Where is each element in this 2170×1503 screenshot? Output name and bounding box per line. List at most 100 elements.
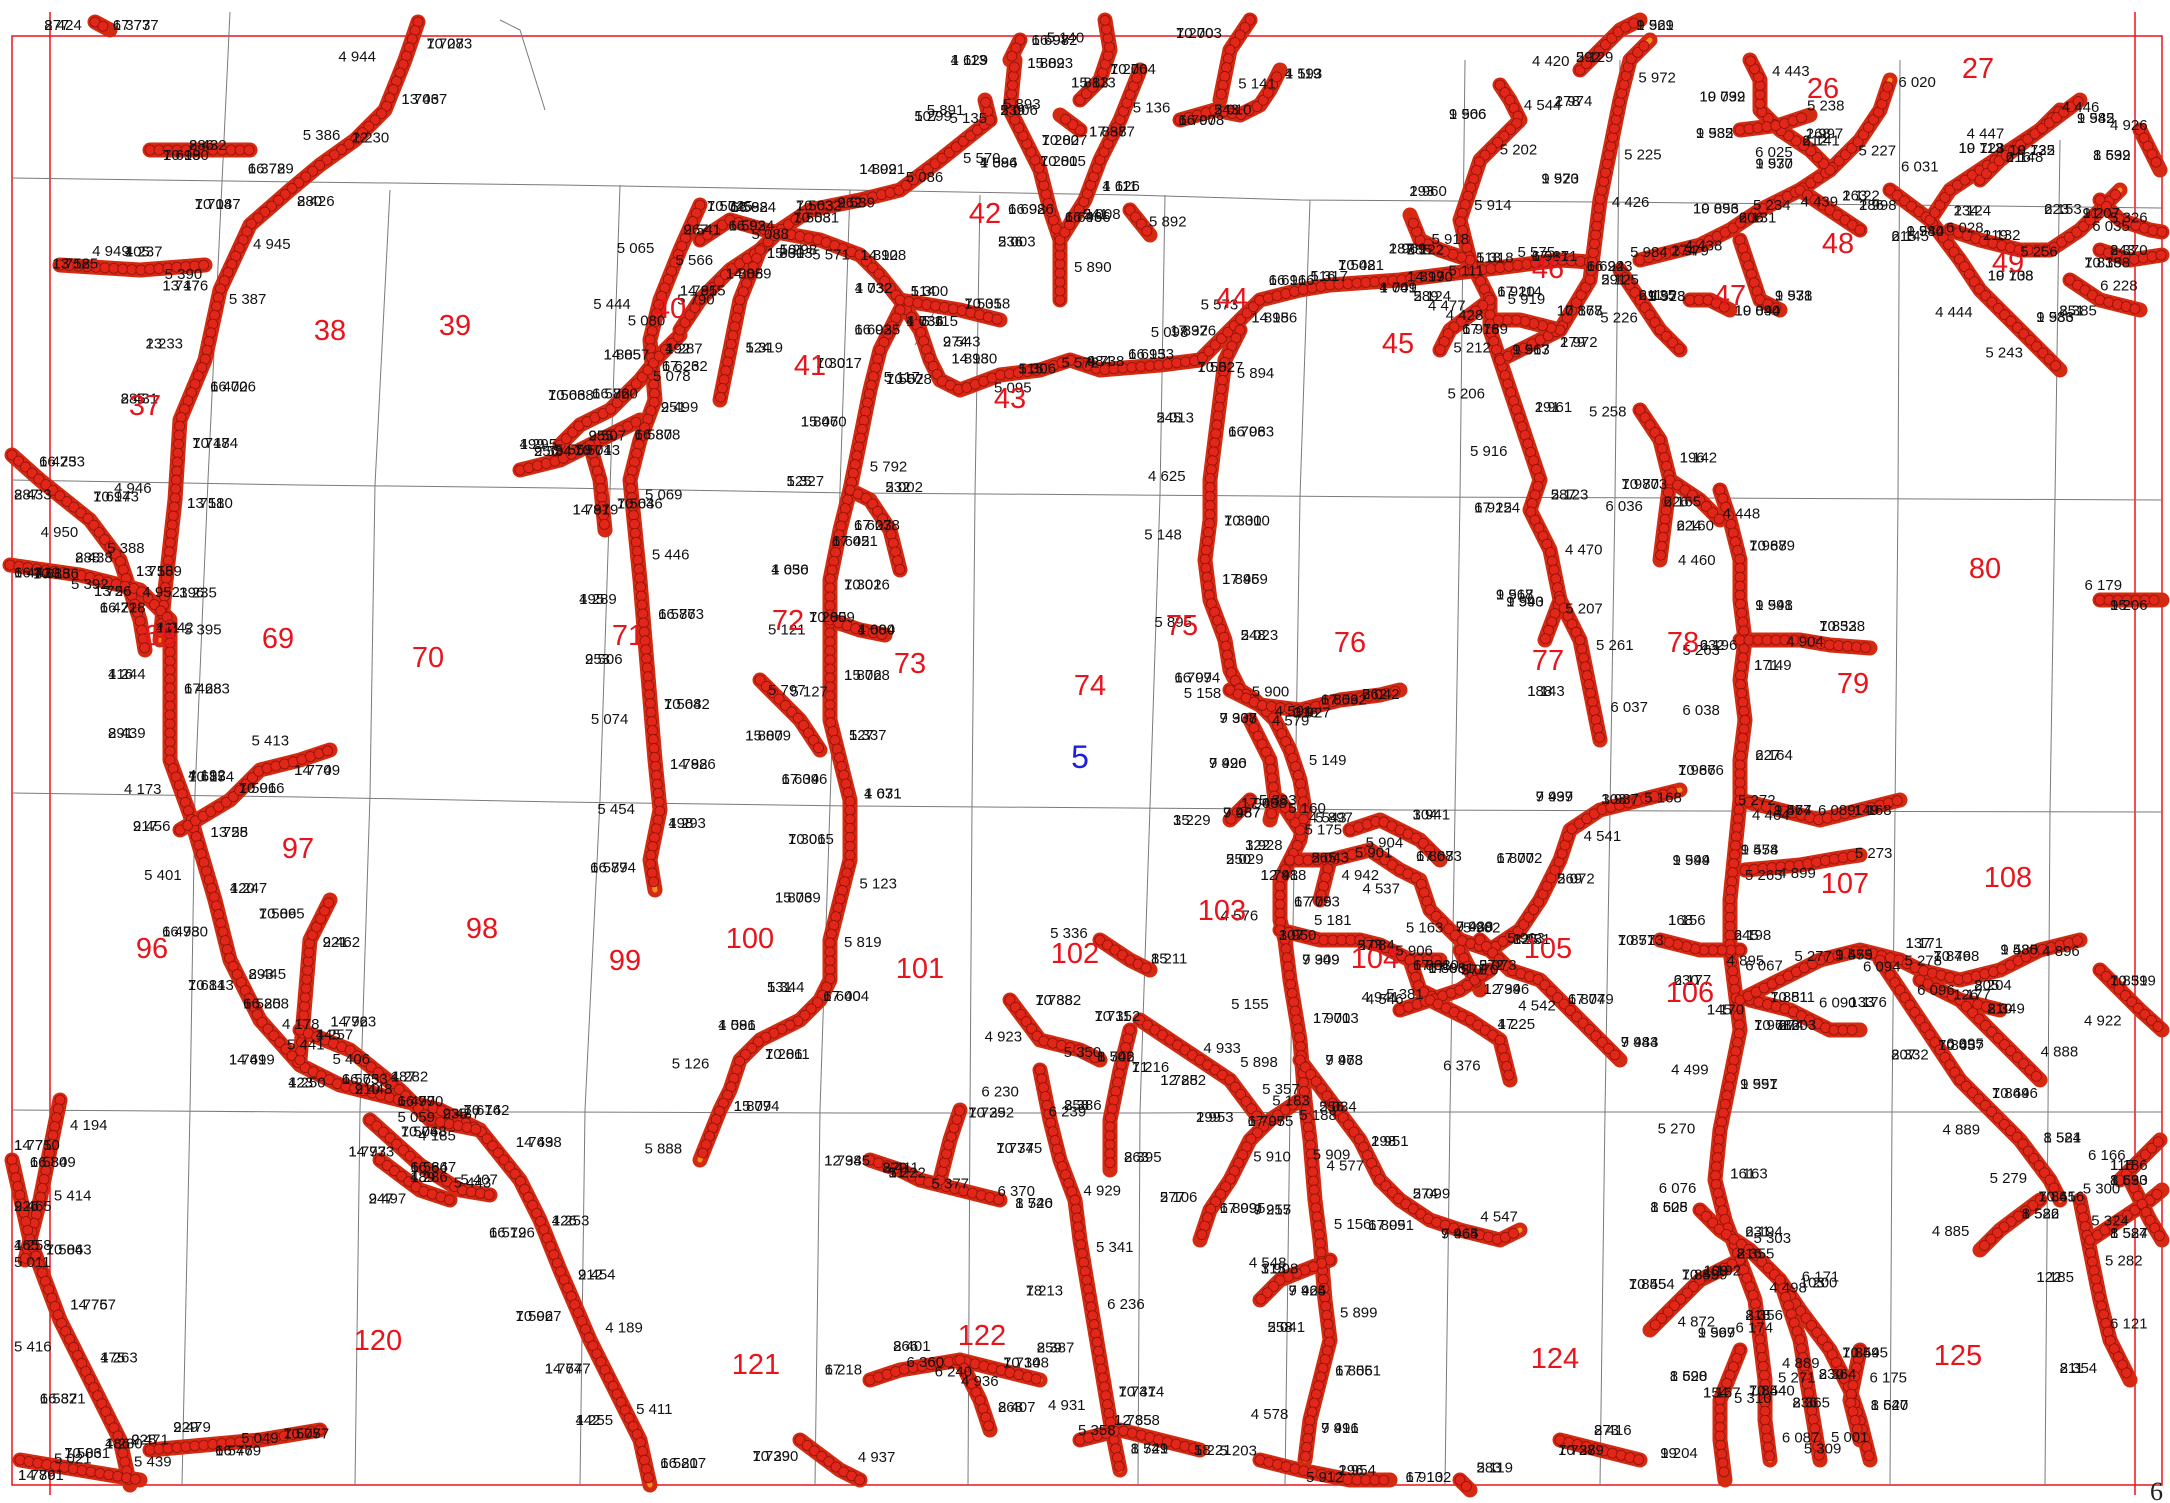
- survey-point: [23, 1456, 35, 1467]
- survey-point-label: 5 414: [54, 1187, 92, 1204]
- survey-point: [1348, 1126, 1360, 1138]
- survey-point: [1251, 1127, 1263, 1139]
- survey-point-label: 947: [369, 1191, 394, 1208]
- survey-point: [1218, 631, 1230, 643]
- survey-point: [1400, 1198, 1412, 1210]
- survey-point: [1070, 1203, 1082, 1215]
- survey-point: [1614, 96, 1626, 108]
- survey-point: [1736, 688, 1748, 699]
- survey-point: [1298, 1077, 1309, 1088]
- survey-point: [205, 327, 217, 339]
- survey-point-label: 10 173: [93, 488, 139, 505]
- parcel-number: 98: [466, 913, 498, 945]
- survey-point: [1105, 1112, 1116, 1124]
- survey-point: [798, 719, 809, 731]
- survey-point: [1210, 428, 1222, 440]
- survey-point: [1596, 1036, 1608, 1048]
- survey-point-label: 4 499: [1671, 1062, 1709, 1079]
- survey-point: [1593, 202, 1605, 214]
- survey-point-label: 811: [2060, 1360, 2084, 1377]
- survey-point: [393, 1084, 405, 1095]
- survey-point: [1417, 837, 1429, 849]
- survey-point: [1271, 71, 1282, 83]
- survey-point: [1303, 1424, 1315, 1435]
- survey-point-label: 631: [1745, 1224, 1770, 1241]
- survey-point-label: 22: [352, 129, 369, 146]
- survey-point: [1487, 947, 1499, 959]
- survey-point: [824, 672, 836, 684]
- survey-point: [1512, 259, 1524, 271]
- survey-point: [6, 449, 18, 461]
- survey-point: [1215, 383, 1227, 395]
- survey-point: [906, 311, 917, 323]
- survey-point: [1734, 768, 1746, 780]
- survey-point: [54, 490, 66, 502]
- survey-point-label: 9 943: [1621, 1034, 1659, 1051]
- survey-point: [2152, 1136, 2164, 1148]
- survey-point: [1443, 923, 1455, 935]
- survey-point-label: 5 910: [1253, 1148, 1291, 1165]
- survey-point-label: 6 692: [1008, 201, 1046, 218]
- survey-point-label: 6 376: [1443, 1057, 1481, 1074]
- survey-point-label: 10 065: [259, 905, 305, 922]
- survey-point: [812, 997, 823, 1008]
- survey-point: [790, 213, 802, 225]
- survey-point: [1272, 1109, 1283, 1121]
- survey-point: [849, 459, 861, 470]
- survey-point-label: 5 341: [1096, 1239, 1134, 1256]
- survey-point: [842, 787, 854, 799]
- survey-point-label: 6 615: [1128, 346, 1166, 363]
- survey-point: [1294, 1032, 1306, 1044]
- survey-point-label: 4 926: [2110, 117, 2148, 134]
- survey-point: [1294, 1094, 1306, 1106]
- survey-point-label: 14 986: [1251, 310, 1297, 327]
- survey-point-label: 13 185: [52, 255, 98, 272]
- survey-point: [1736, 607, 1748, 619]
- survey-point: [1076, 1248, 1088, 1259]
- survey-point-label: 928: [131, 1432, 156, 1449]
- survey-point: [1431, 954, 1443, 966]
- survey-point: [198, 1439, 210, 1451]
- survey-point-label: 5 136: [1133, 99, 1171, 116]
- survey-point: [256, 1016, 268, 1028]
- survey-point-label: 149: [1854, 802, 1879, 819]
- survey-point-label: 6 534: [30, 1154, 68, 1171]
- survey-point-label: 5 890: [1074, 259, 1112, 276]
- survey-point: [1510, 314, 1522, 326]
- survey-point-label: 6 228: [2100, 278, 2138, 295]
- survey-point-label: 6 067: [1745, 957, 1783, 974]
- survey-point: [660, 344, 671, 355]
- survey-point: [1320, 1300, 1332, 1312]
- survey-point: [1628, 17, 1640, 29]
- survey-point: [922, 163, 934, 175]
- survey-point: [225, 144, 237, 156]
- survey-point-label: 9 991: [1755, 597, 1793, 614]
- survey-point: [1257, 699, 1268, 711]
- survey-point: [884, 282, 896, 294]
- survey-point: [1104, 1130, 1116, 1142]
- survey-point: [1099, 14, 1111, 26]
- survey-point-label: 10 679: [1749, 538, 1795, 555]
- survey-point: [88, 519, 100, 531]
- survey-point-label: 816: [1737, 1246, 1762, 1263]
- survey-point-label: 5 163: [1406, 920, 1444, 937]
- survey-point-label: 606: [1739, 210, 1764, 227]
- survey-point: [1288, 996, 1300, 1008]
- survey-point: [171, 1442, 183, 1453]
- survey-point: [1673, 343, 1685, 355]
- survey-point-label: 6 640: [823, 988, 861, 1005]
- survey-point: [567, 426, 579, 438]
- survey-point: [817, 989, 828, 1001]
- survey-point: [1369, 276, 1381, 288]
- survey-point-label: 10 066: [239, 780, 285, 797]
- survey-point-label: 4 439: [1801, 194, 1839, 211]
- survey-point-label: 9 467: [1774, 802, 1812, 819]
- survey-point: [824, 573, 836, 585]
- survey-point: [824, 636, 836, 648]
- survey-point-label: 15 068: [844, 667, 890, 684]
- survey-point-label: 5 388: [107, 540, 145, 557]
- survey-point: [1548, 564, 1560, 576]
- survey-point-label: 6 874: [1568, 991, 1606, 1008]
- survey-point: [461, 1121, 473, 1133]
- survey-point: [492, 1147, 504, 1159]
